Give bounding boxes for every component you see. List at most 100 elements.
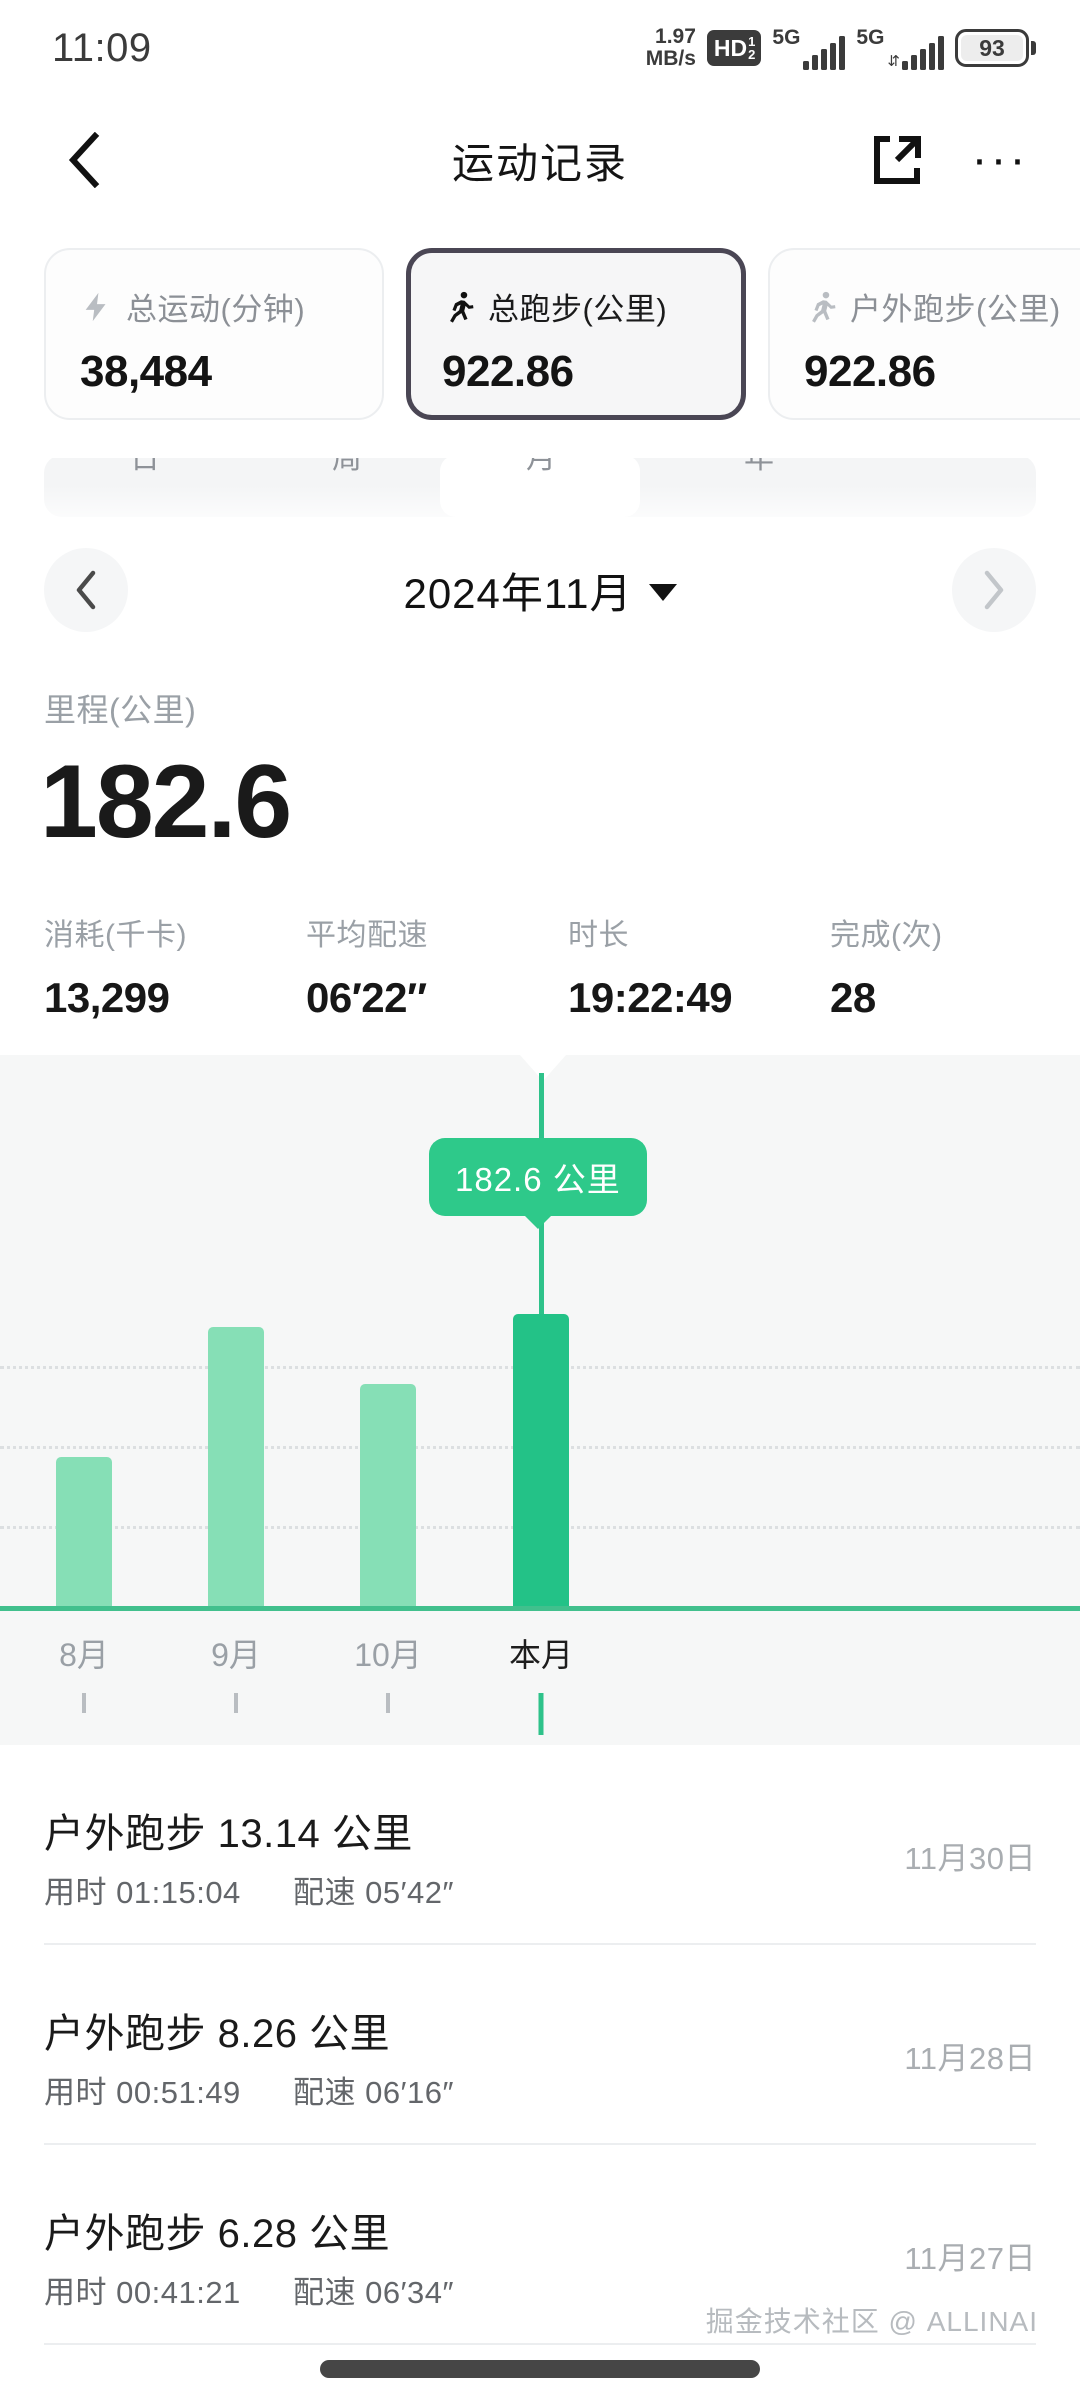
- stat-card-label: 总跑步(公里): [488, 292, 668, 327]
- activity-metrics: 用时 00:41:21 配速 06′34″: [44, 2267, 454, 2312]
- activity-pace-value: 06′34″: [365, 2275, 454, 2310]
- period-segment-year[interactable]: 年: [744, 455, 774, 475]
- battery-cap-icon: [1031, 41, 1036, 55]
- period-segment-month[interactable]: 月: [526, 455, 556, 475]
- status-clock: 11:09: [52, 25, 152, 70]
- share-external-icon: [874, 136, 921, 184]
- stat-value: 19:22:49: [568, 974, 733, 1021]
- battery-percent: 93: [961, 35, 1023, 61]
- stat-card-value: 922.86: [804, 347, 936, 396]
- sim2-signal-indicator: 5G ⇵: [856, 26, 944, 70]
- activity-duration-label: 用时: [44, 2275, 107, 2310]
- stat-card-total-exercise[interactable]: 总运动(分钟) 38,484: [44, 248, 384, 420]
- hd-label: HD: [713, 34, 748, 61]
- next-month-button[interactable]: [952, 548, 1036, 632]
- list-item[interactable]: 户外跑步 13.14 公里 用时 01:15:04 配速 05′42″ 11月3…: [0, 1745, 1080, 1945]
- back-button[interactable]: [48, 125, 118, 195]
- chevron-left-icon: [76, 570, 96, 610]
- hd-sim-fraction: 1 2: [748, 35, 755, 61]
- sim1-network-label: 5G: [772, 26, 801, 49]
- list-item[interactable]: 户外跑步 6.28 公里 用时 00:41:21 配速 06′34″ 11月27…: [0, 2145, 1080, 2345]
- lightning-bolt-icon: [85, 292, 106, 321]
- sim1-signal-indicator: 5G: [772, 26, 846, 70]
- running-person-icon: [450, 291, 474, 323]
- mileage-label: 里程(公里): [44, 692, 197, 728]
- stat-value: 13,299: [44, 974, 170, 1021]
- chevron-left-icon: [68, 132, 100, 188]
- mileage-bar-chart[interactable]: 8月 9月 10月 本月 182.6 公里: [0, 1055, 1080, 1745]
- stat-card-header: 总跑步(公里): [442, 284, 741, 329]
- app-header: 运动记录 ···: [0, 100, 1080, 220]
- chart-xlabel-本月[interactable]: 本月: [508, 1637, 574, 1673]
- battery-icon: 93: [955, 29, 1029, 67]
- period-segment-week[interactable]: 周: [332, 455, 362, 475]
- stat-card-outdoor-running[interactable]: 户外跑步(公里) 922.86: [768, 248, 1080, 420]
- stat-duration: 时长 19:22:49: [568, 910, 830, 1022]
- activity-metrics: 用时 01:15:04 配速 05′42″: [44, 1867, 454, 1912]
- list-divider: [44, 2343, 1036, 2345]
- activity-pace-value: 05′42″: [365, 1875, 454, 1910]
- activity-duration-label: 用时: [44, 2075, 107, 2110]
- stat-calories: 消耗(千卡) 13,299: [44, 910, 306, 1022]
- chart-tooltip: 182.6 公里: [429, 1138, 647, 1216]
- stat-completed-count: 完成(次) 28: [830, 910, 942, 1022]
- chart-bar-8月[interactable]: [56, 1457, 112, 1606]
- status-indicators: 1.97 MB/s HD 1 2 5G 5G ⇵: [646, 26, 1036, 70]
- activity-date: 11月30日: [904, 1841, 1036, 1876]
- segment-bottom-fade: [0, 485, 1080, 545]
- stat-label: 完成(次): [830, 919, 943, 952]
- activity-list[interactable]: 户外跑步 13.14 公里 用时 01:15:04 配速 05′42″ 11月3…: [0, 1745, 1080, 2345]
- month-selector-button[interactable]: 2024年11月: [403, 560, 677, 621]
- chart-xlabel-9月[interactable]: 9月: [211, 1637, 261, 1673]
- stat-value: 28: [830, 974, 876, 1021]
- activity-pace-label: 配速: [293, 1875, 357, 1910]
- chart-xtick-9月: [234, 1693, 238, 1713]
- chart-xlabel-8月[interactable]: 8月: [59, 1637, 109, 1673]
- stat-card-value: 38,484: [80, 347, 212, 396]
- chart-bar-9月[interactable]: [208, 1326, 264, 1606]
- data-transfer-arrows-icon: ⇵: [887, 53, 900, 70]
- activity-duration-value: 01:15:04: [116, 1875, 241, 1910]
- activity-pace-value: 06′16″: [365, 2075, 454, 2110]
- status-bar: 11:09 1.97 MB/s HD 1 2 5G 5G ⇵: [0, 0, 1080, 96]
- stat-card-header: 户外跑步(公里): [804, 284, 1080, 329]
- activity-title: 户外跑步 8.26 公里: [44, 2012, 391, 2056]
- running-person-icon: [812, 291, 836, 323]
- summary-cards-row[interactable]: 总运动(分钟) 38,484 总跑步(公里) 922.86 户外跑步(公里): [0, 248, 1080, 428]
- activity-metrics: 用时 00:51:49 配速 06′16″: [44, 2067, 454, 2112]
- segment-top-mask: [0, 428, 1080, 458]
- list-item[interactable]: 户外跑步 8.26 公里 用时 00:51:49 配速 06′16″ 11月28…: [0, 1945, 1080, 2145]
- chevron-right-icon: [984, 570, 1004, 610]
- hd-sim-num: 1: [748, 34, 756, 49]
- stat-label: 时长: [568, 919, 629, 952]
- share-button[interactable]: [862, 125, 932, 195]
- summary-stats-row: 消耗(千卡) 13,299 平均配速 06′22″ 时长 19:22:49 完成…: [44, 910, 1044, 1022]
- stat-label: 平均配速: [306, 919, 428, 952]
- home-indicator[interactable]: [320, 2360, 760, 2378]
- activity-pace-label: 配速: [293, 2275, 357, 2310]
- list-divider: [44, 2143, 1036, 2145]
- month-label: 2024年11月: [403, 569, 633, 617]
- chart-xtick-10月: [386, 1693, 390, 1713]
- network-speed-indicator: 1.97 MB/s: [646, 26, 696, 69]
- network-speed-value: 1.97: [655, 25, 696, 49]
- activity-date: 11月28日: [904, 2041, 1036, 2076]
- month-navigator: 2024年11月: [0, 520, 1080, 660]
- hd-sim-den: 2: [748, 47, 756, 62]
- chart-baseline-axis: [0, 1606, 1080, 1611]
- period-segment-day[interactable]: 日: [130, 455, 160, 475]
- activity-title: 户外跑步 6.28 公里: [44, 2212, 391, 2256]
- stat-average-pace: 平均配速 06′22″: [306, 910, 568, 1022]
- activity-duration-value: 00:51:49: [116, 2075, 241, 2110]
- network-speed-unit: MB/s: [645, 47, 696, 70]
- chart-xlabel-10月[interactable]: 10月: [354, 1637, 422, 1673]
- previous-month-button[interactable]: [44, 548, 128, 632]
- activity-date: 11月27日: [904, 2241, 1036, 2276]
- stat-label: 消耗(千卡): [44, 919, 187, 952]
- chart-bar-本月[interactable]: [513, 1313, 569, 1606]
- more-options-button[interactable]: ···: [971, 133, 1029, 187]
- activity-title: 户外跑步 13.14 公里: [44, 1812, 413, 1856]
- stat-card-total-running[interactable]: 总跑步(公里) 922.86: [406, 248, 746, 420]
- chart-bar-10月[interactable]: [360, 1383, 416, 1606]
